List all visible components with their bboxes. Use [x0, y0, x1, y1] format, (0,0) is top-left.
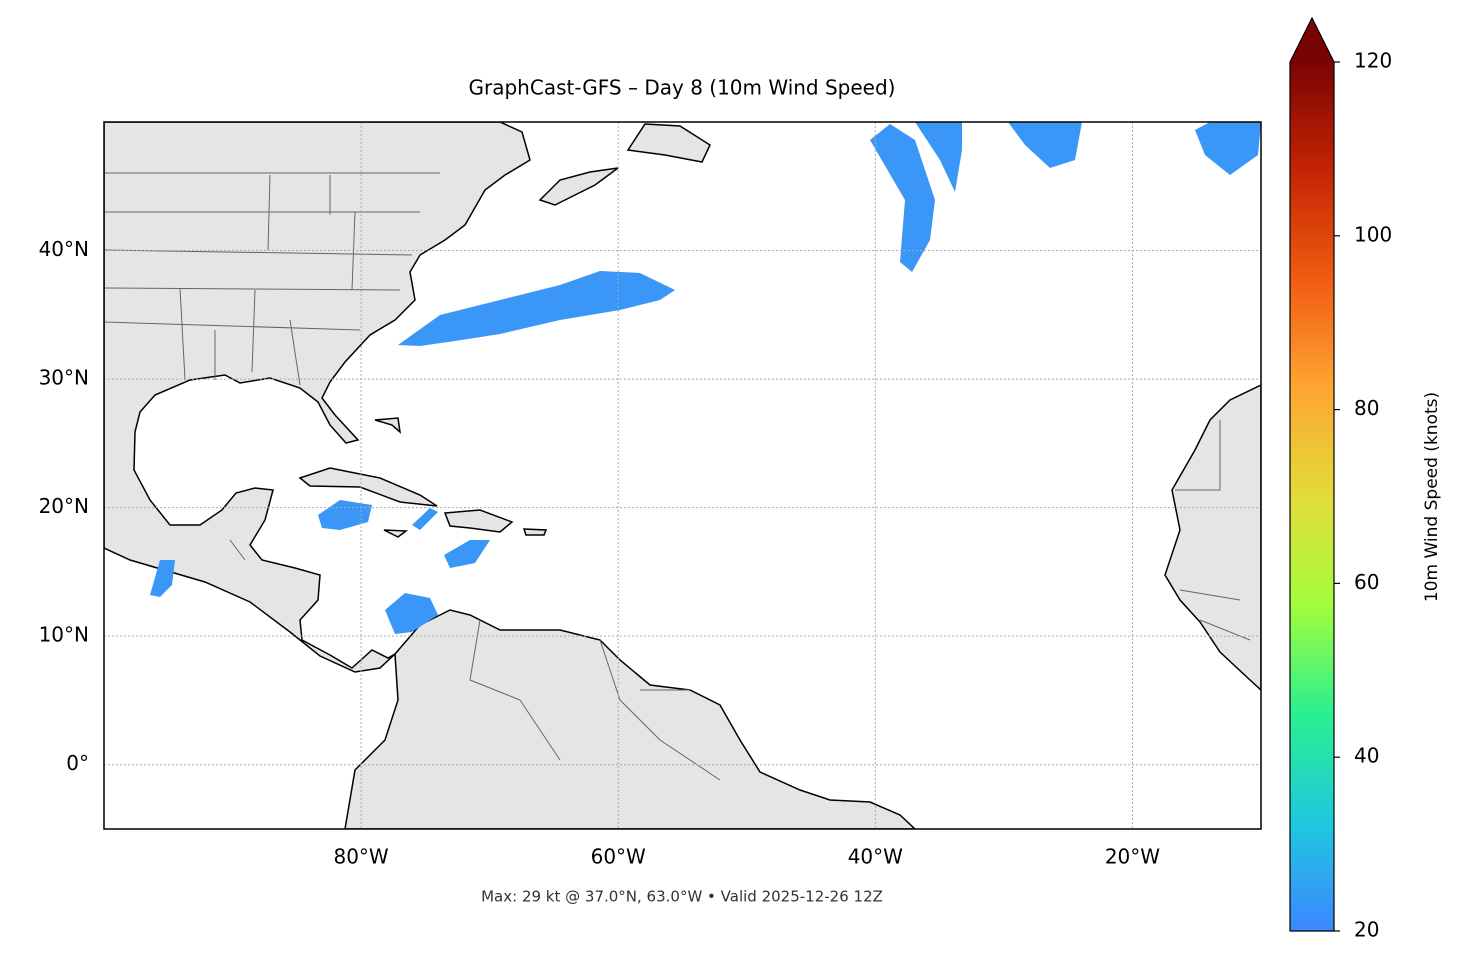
colorbar-frame: [1289, 16, 1335, 932]
colorbar-tick-label: 100: [1354, 222, 1392, 246]
borders: [104, 172, 1251, 781]
colorbar-extension: [1290, 18, 1334, 62]
north-america: [104, 122, 531, 673]
map-frame: [103, 121, 1262, 830]
y-tick-label: 20°N: [39, 494, 89, 518]
cuba: [298, 467, 438, 507]
footer: Max: 29 kt @ 37.0°N, 63.0°W • Valid 2025…: [481, 888, 883, 906]
colorbar-tick-label: 20: [1354, 918, 1379, 942]
title: GraphCast-GFS – Day 8 (10m Wind Speed): [469, 76, 896, 100]
map: [104, 122, 1261, 829]
y-tick-label: 0°: [66, 751, 89, 775]
x-tick-label: 20°W: [1105, 845, 1160, 869]
colorbar-tick-label: 80: [1354, 396, 1379, 420]
y-tick-label: 30°N: [39, 366, 89, 390]
y-tick-label: 10°N: [39, 623, 89, 647]
colorbar: [1290, 62, 1334, 931]
hispaniola: [443, 509, 514, 533]
colorbar-tick-label: 40: [1354, 744, 1379, 768]
jamaica: [383, 529, 409, 538]
colorbar-label: 10m Wind Speed (knots): [1422, 392, 1442, 602]
colorbar-tick-label: 60: [1354, 570, 1379, 594]
wind-areas: [150, 122, 1261, 634]
newfoundland: [626, 123, 711, 163]
x-tick-label: 40°W: [848, 845, 903, 869]
bahamas: [374, 417, 402, 434]
south-america: [344, 609, 917, 829]
x-tick-label: 80°W: [333, 845, 388, 869]
africa: [1164, 384, 1261, 692]
colorbar-tick-label: 120: [1354, 49, 1392, 73]
puerto-rico: [522, 528, 548, 536]
x-tick-label: 60°W: [591, 845, 646, 869]
y-tick-label: 40°N: [39, 237, 89, 261]
